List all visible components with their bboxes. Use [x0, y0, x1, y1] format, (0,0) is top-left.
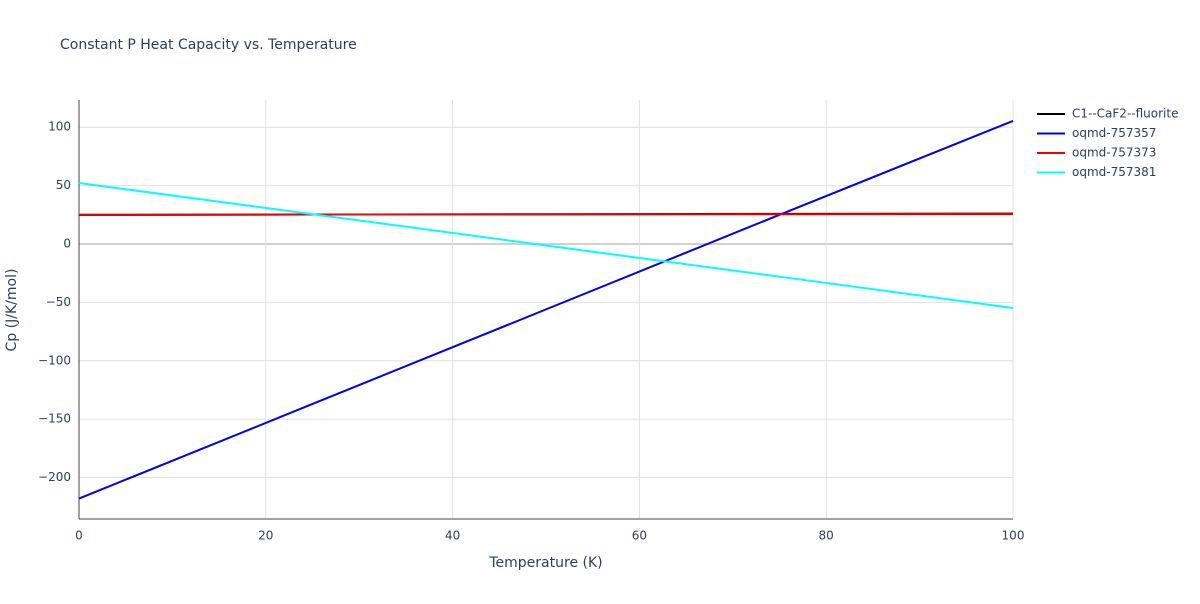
- y-axis-label: Cp (J/K/mol): [4, 269, 20, 352]
- series-line: [78, 182, 1014, 309]
- y-tick-label: 100: [48, 120, 71, 134]
- x-tick-label: 100: [1002, 529, 1025, 543]
- y-tick-label: −100: [38, 353, 71, 367]
- x-axis-label: Temperature (K): [488, 555, 602, 571]
- y-tick-label: −150: [38, 412, 71, 426]
- series-line: [78, 119, 1014, 500]
- y-tick-label: −50: [46, 295, 71, 309]
- x-tick-label: 80: [819, 529, 834, 543]
- legend-label: C1--CaF2--fluorite: [1072, 107, 1178, 121]
- series-line: [78, 213, 1014, 216]
- y-tick-label: 50: [56, 178, 71, 192]
- chart-title: Constant P Heat Capacity vs. Temperature: [60, 37, 357, 53]
- legend-label: oqmd-757357: [1072, 126, 1156, 140]
- legend-label: oqmd-757381: [1072, 165, 1156, 179]
- y-tick-label: 0: [63, 236, 71, 250]
- legend-label: oqmd-757373: [1072, 146, 1156, 160]
- x-tick-label: 40: [445, 529, 460, 543]
- x-tick-label: 20: [258, 529, 273, 543]
- x-tick-label: 60: [632, 529, 647, 543]
- x-tick-label: 0: [75, 529, 83, 543]
- y-tick-label: −200: [38, 470, 71, 484]
